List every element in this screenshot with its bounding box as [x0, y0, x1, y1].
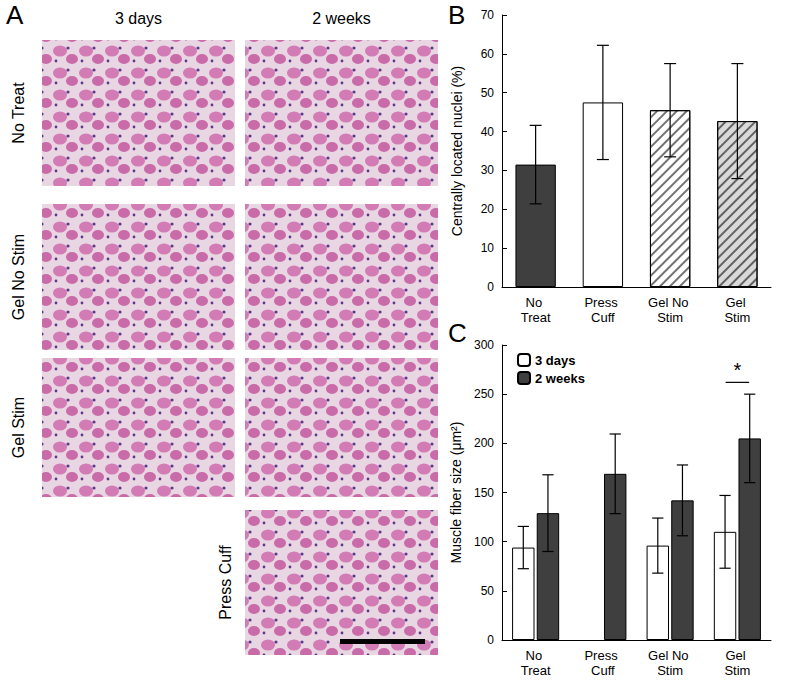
- svg-text:Stim: Stim: [657, 663, 683, 678]
- svg-text:Press: Press: [584, 648, 621, 663]
- svg-text:Gel Stim: Gel Stim: [10, 397, 27, 458]
- svg-text:60: 60: [481, 47, 495, 61]
- svg-text:20: 20: [481, 202, 495, 216]
- svg-text:Cuff: Cuff: [591, 663, 615, 678]
- svg-text:0: 0: [487, 280, 494, 294]
- svg-text:40: 40: [481, 125, 495, 139]
- svg-text:Muscle fiber size (μm²): Muscle fiber size (μm²): [448, 422, 464, 564]
- svg-text:70: 70: [481, 8, 495, 22]
- svg-text:100: 100: [474, 535, 494, 549]
- svg-text:Gel No Stim: Gel No Stim: [10, 234, 27, 320]
- svg-text:30: 30: [481, 163, 495, 177]
- html-text:B: B: [448, 0, 466, 30]
- svg-text:150: 150: [474, 486, 494, 500]
- svg-text:Stim: Stim: [657, 310, 683, 325]
- svg-text:Press: Press: [584, 295, 621, 310]
- svg-text:50: 50: [481, 584, 495, 598]
- svg-text:Gel: Gel: [725, 648, 749, 663]
- html-text:A: A: [6, 0, 24, 30]
- svg-text:No: No: [526, 648, 546, 663]
- svg-text:Stim: Stim: [724, 663, 750, 678]
- svg-text:Centrally located nuclei (%): Centrally located nuclei (%): [449, 66, 465, 236]
- svg-text:Press Cuff: Press Cuff: [217, 545, 234, 620]
- svg-text:Treat: Treat: [521, 663, 551, 678]
- svg-text:2 weeks: 2 weeks: [535, 371, 585, 386]
- svg-text:Gel No: Gel No: [648, 648, 692, 663]
- svg-text:No Treat: No Treat: [10, 82, 27, 144]
- svg-text:3 days: 3 days: [115, 10, 162, 27]
- svg-text:Treat: Treat: [521, 310, 551, 325]
- svg-text:Gel: Gel: [725, 295, 749, 310]
- svg-text:No: No: [526, 295, 546, 310]
- svg-text:200: 200: [474, 436, 494, 450]
- svg-text:250: 250: [474, 387, 494, 401]
- svg-text:50: 50: [481, 86, 495, 100]
- svg-text:Cuff: Cuff: [591, 310, 615, 325]
- svg-text:Gel No: Gel No: [648, 295, 692, 310]
- svg-text:*: *: [733, 359, 741, 381]
- svg-text:Stim: Stim: [724, 310, 750, 325]
- svg-text:2 weeks: 2 weeks: [312, 10, 371, 27]
- svg-text:0: 0: [487, 633, 494, 647]
- html-text:C: C: [448, 318, 467, 348]
- svg-text:10: 10: [481, 241, 495, 255]
- svg-text:300: 300: [474, 338, 494, 352]
- svg-text:3 days: 3 days: [535, 353, 575, 368]
